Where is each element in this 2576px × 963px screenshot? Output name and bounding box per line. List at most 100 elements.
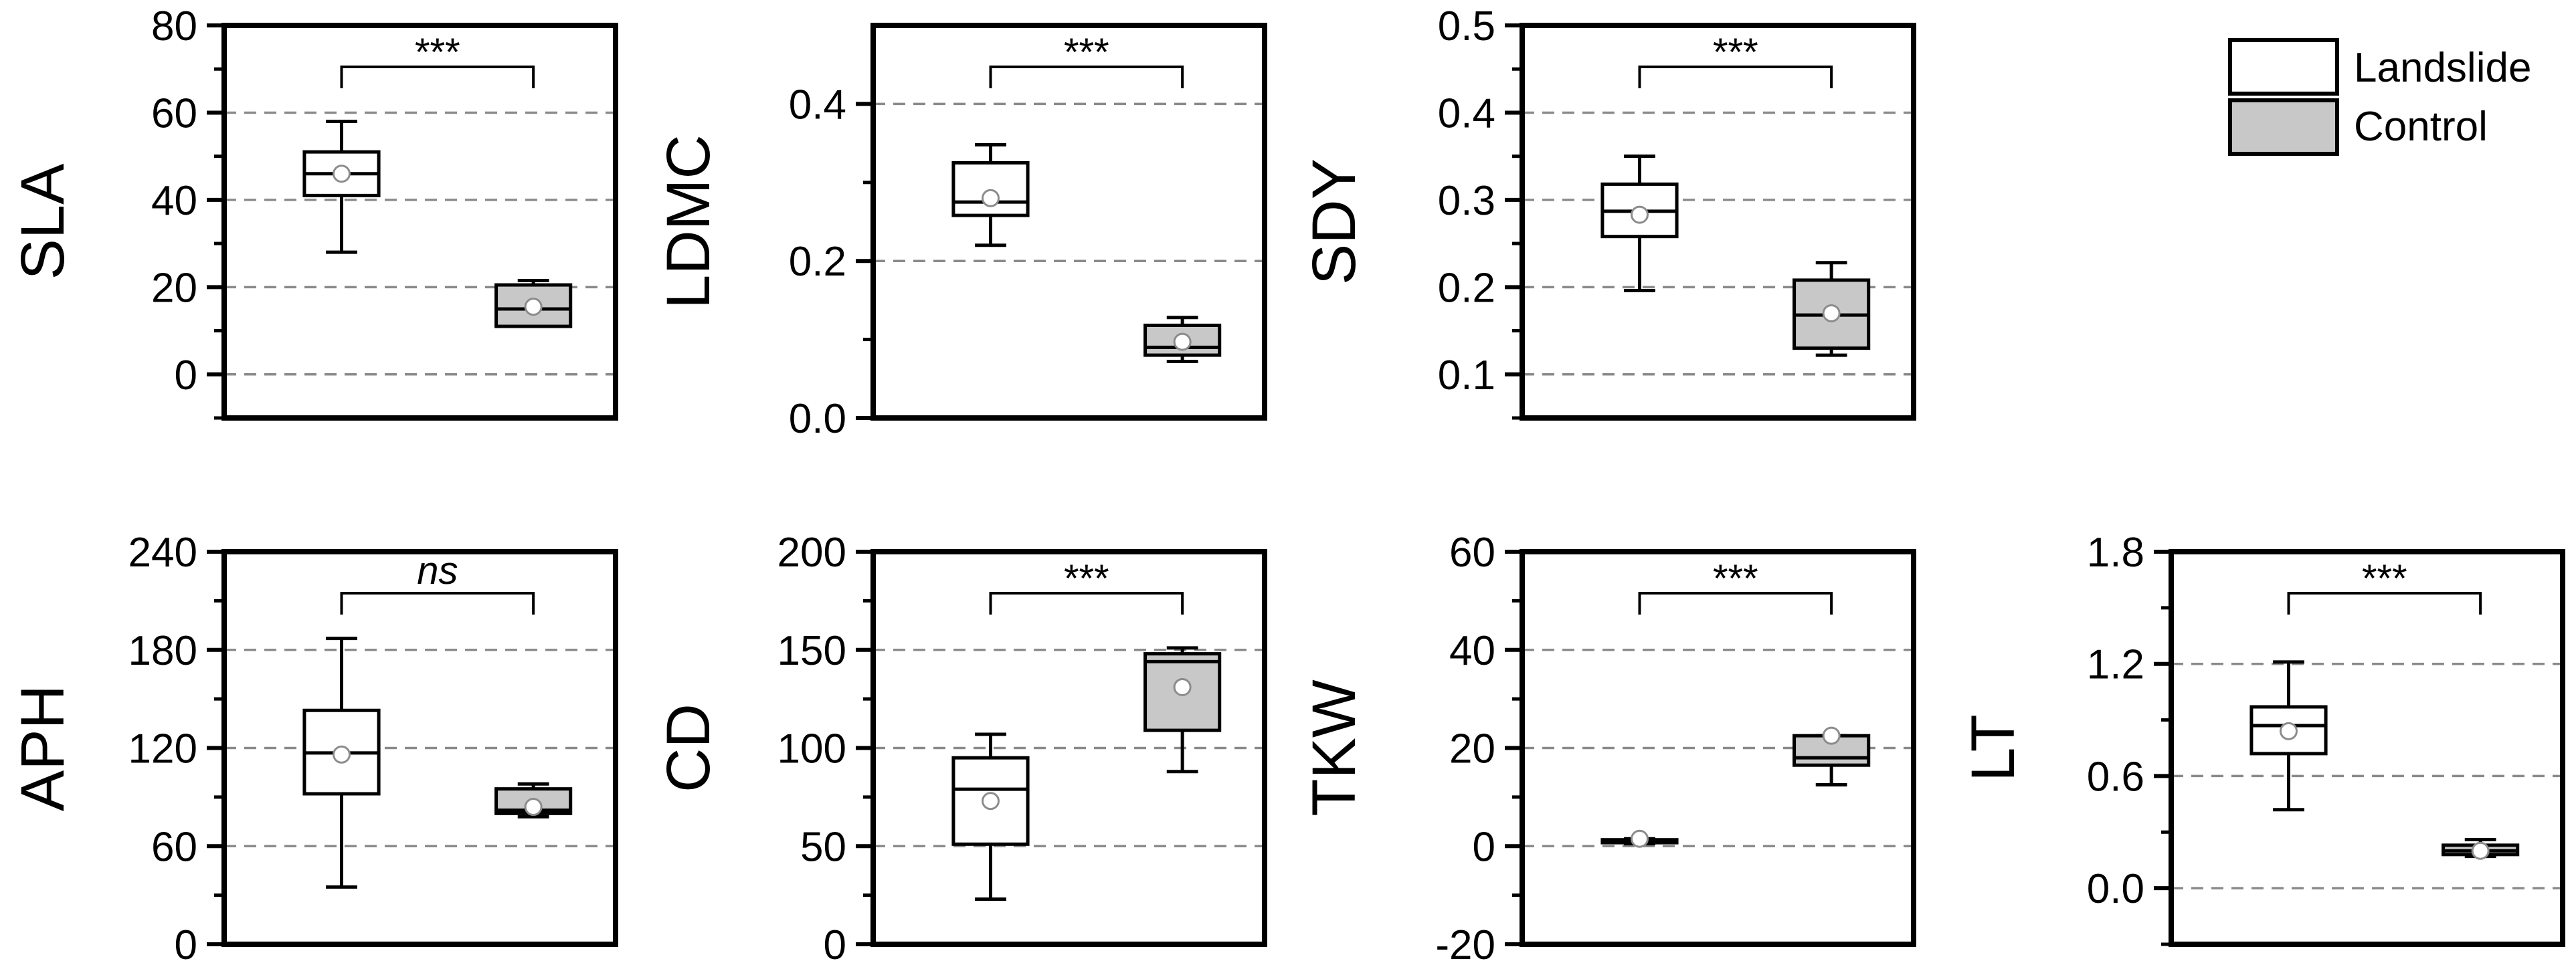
legend: Landslide Control xyxy=(2228,38,2531,156)
y-axis-label: LDMC xyxy=(654,134,723,309)
mean-marker xyxy=(1631,205,1649,224)
y-tick-label: 0.4 xyxy=(1438,90,1495,136)
iqr-box xyxy=(951,160,1030,217)
y-tick-label: 40 xyxy=(1449,628,1495,674)
significance-label: *** xyxy=(1713,557,1758,601)
y-tick-label: 80 xyxy=(151,3,197,49)
mean-marker xyxy=(1822,726,1841,745)
box-control xyxy=(494,279,573,328)
y-tick-label: -20 xyxy=(1435,922,1495,963)
panel-sla: 0 20 40 60 80 SLA *** xyxy=(9,3,618,421)
y-tick-label: 60 xyxy=(1449,530,1495,576)
legend-label-control: Control xyxy=(2354,104,2488,150)
plot-frame xyxy=(870,549,1267,947)
box-landslide xyxy=(1600,829,1679,848)
panel-cd: 0 50 100 150 200 CD *** xyxy=(654,530,1267,963)
legend-swatch-landslide xyxy=(2228,38,2339,96)
panel-ldmc: 0.0 0.2 0.4 LDMC *** xyxy=(654,23,1267,442)
plot-frame xyxy=(2169,549,2565,947)
y-tick-label: 60 xyxy=(151,824,197,870)
mean-marker xyxy=(524,298,543,316)
box-control xyxy=(1792,261,1871,357)
y-tick-label: 20 xyxy=(1449,726,1495,772)
box-landslide xyxy=(1600,154,1679,293)
box-control xyxy=(494,782,573,819)
y-tick-label: 1.2 xyxy=(2087,642,2144,688)
mean-marker xyxy=(1173,678,1192,697)
y-tick-label: 20 xyxy=(151,265,197,311)
box-landslide xyxy=(302,637,381,889)
y-axis-label: CD xyxy=(654,704,723,792)
plot-frame xyxy=(1520,549,1916,947)
y-tick-label: 0 xyxy=(824,922,846,963)
y-tick-label: 1.8 xyxy=(2087,530,2144,576)
y-tick-label: 0.2 xyxy=(789,239,846,285)
plot-frame xyxy=(221,549,618,947)
mean-marker xyxy=(1822,304,1841,322)
legend-swatch-control xyxy=(2228,98,2339,156)
significance-bracket xyxy=(1638,66,1833,88)
plot-frame xyxy=(870,23,1267,421)
y-tick-label: 200 xyxy=(777,530,846,576)
y-tick-label: 100 xyxy=(777,726,846,772)
significance-label: *** xyxy=(415,31,460,74)
box-landslide xyxy=(951,142,1030,247)
y-axis-label: SLA xyxy=(9,163,77,280)
y-tick-label: 150 xyxy=(777,628,846,674)
significance-bracket xyxy=(340,592,535,615)
significance-label: *** xyxy=(1064,557,1109,601)
y-axis-label: APH xyxy=(9,685,77,811)
y-tick-label: 0.0 xyxy=(2087,866,2144,912)
significance-label: ns xyxy=(417,549,458,593)
y-tick-label: 0.5 xyxy=(1438,3,1495,49)
y-tick-label: 0.1 xyxy=(1438,352,1495,399)
mean-marker xyxy=(1173,332,1192,351)
box-landslide xyxy=(2249,660,2328,812)
significance-bracket xyxy=(2287,592,2482,615)
y-tick-label: 0 xyxy=(175,352,197,399)
y-tick-label: 0 xyxy=(175,922,197,963)
mean-marker xyxy=(524,798,543,817)
y-tick-label: 0.6 xyxy=(2087,754,2144,800)
panel-lt: 0.0 0.6 1.2 1.8 LT *** xyxy=(1959,530,2565,947)
y-tick-label: 0 xyxy=(1473,824,1495,870)
panels: 0 20 40 60 80 SLA *** 0.0 0.2 0.4 LDMC *** 0.1 0.2 0.3… xyxy=(9,3,2565,963)
y-tick-label: 240 xyxy=(128,530,197,576)
panel-tkw: -20 0 20 40 60 TKW *** xyxy=(1300,530,1916,963)
y-axis-label: TKW xyxy=(1300,679,1368,817)
box-control xyxy=(1792,726,1871,787)
box-landslide xyxy=(302,119,381,254)
panel-aph: 0 60 120 180 240 APH ns xyxy=(9,530,618,963)
significance-bracket xyxy=(989,66,1184,88)
y-tick-label: 0.4 xyxy=(789,82,846,128)
y-tick-label: 0.0 xyxy=(789,396,846,442)
legend-label-landslide: Landslide xyxy=(2354,45,2531,91)
mean-marker xyxy=(333,745,351,764)
box-control xyxy=(1143,646,1222,774)
mean-marker xyxy=(1631,829,1649,848)
y-tick-label: 60 xyxy=(151,90,197,136)
mean-marker xyxy=(2471,841,2490,860)
y-tick-label: 0.3 xyxy=(1438,178,1495,224)
y-axis-label: SDY xyxy=(1300,158,1368,285)
y-tick-label: 50 xyxy=(800,824,846,870)
significance-label: *** xyxy=(1064,31,1109,74)
mean-marker xyxy=(982,792,1000,811)
significance-bracket xyxy=(1638,592,1833,615)
significance-bracket xyxy=(989,592,1184,615)
box-control xyxy=(1143,316,1222,363)
mean-marker xyxy=(2280,722,2298,740)
panel-sdy: 0.1 0.2 0.3 0.4 0.5 SDY *** xyxy=(1300,3,1916,421)
y-axis-label: LT xyxy=(1959,714,2027,782)
significance-bracket xyxy=(340,66,535,88)
box-control xyxy=(2442,837,2520,860)
significance-label: *** xyxy=(1713,31,1758,74)
y-tick-label: 40 xyxy=(151,178,197,224)
plot-frame xyxy=(1520,23,1916,421)
significance-label: *** xyxy=(2362,557,2407,601)
y-tick-label: 180 xyxy=(128,628,197,674)
mean-marker xyxy=(982,189,1000,207)
y-tick-label: 120 xyxy=(128,726,197,772)
box-landslide xyxy=(951,732,1030,901)
